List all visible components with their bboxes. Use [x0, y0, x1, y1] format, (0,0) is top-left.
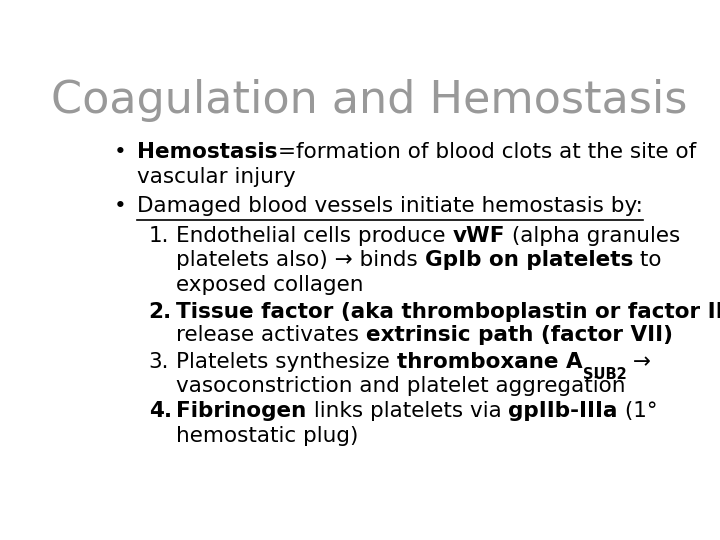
Text: to: to: [634, 251, 662, 271]
Text: →: →: [626, 352, 652, 372]
Text: vWF: vWF: [453, 226, 505, 246]
Text: Platelets synthesize: Platelets synthesize: [176, 352, 397, 372]
Text: •: •: [114, 197, 126, 217]
Text: exposed collagen: exposed collagen: [176, 274, 364, 295]
Text: Endothelial cells produce: Endothelial cells produce: [176, 226, 453, 246]
Text: SUB2: SUB2: [582, 367, 626, 382]
Text: extrinsic path (factor VII): extrinsic path (factor VII): [366, 325, 673, 345]
Text: release activates: release activates: [176, 325, 366, 345]
Text: 1.: 1.: [148, 226, 169, 246]
Text: GpIb on platelets: GpIb on platelets: [425, 251, 634, 271]
Text: gpIIb-IIIa: gpIIb-IIIa: [508, 401, 618, 421]
Text: thromboxane A: thromboxane A: [397, 352, 582, 372]
Text: links platelets via: links platelets via: [307, 401, 508, 421]
Text: (alpha granules: (alpha granules: [505, 226, 680, 246]
Text: Coagulation and Hemostasis: Coagulation and Hemostasis: [51, 79, 687, 122]
Text: platelets also) → binds: platelets also) → binds: [176, 251, 425, 271]
Text: 4.: 4.: [148, 401, 171, 421]
Text: Hemostasis: Hemostasis: [138, 143, 278, 163]
Text: 2.: 2.: [148, 302, 172, 322]
Text: Tissue factor (aka thromboplastin or factor III): Tissue factor (aka thromboplastin or fac…: [176, 302, 720, 322]
Text: vascular injury: vascular injury: [138, 167, 296, 187]
Text: Damaged blood vessels initiate hemostasis by:: Damaged blood vessels initiate hemostasi…: [138, 197, 643, 217]
Text: (1°: (1°: [618, 401, 657, 421]
Text: hemostatic plug): hemostatic plug): [176, 426, 359, 446]
Text: •: •: [114, 143, 126, 163]
Text: vasoconstriction and platelet aggregation: vasoconstriction and platelet aggregatio…: [176, 376, 626, 396]
Text: =formation of blood clots at the site of: =formation of blood clots at the site of: [278, 143, 696, 163]
Text: 3.: 3.: [148, 352, 169, 372]
Text: Fibrinogen: Fibrinogen: [176, 401, 307, 421]
